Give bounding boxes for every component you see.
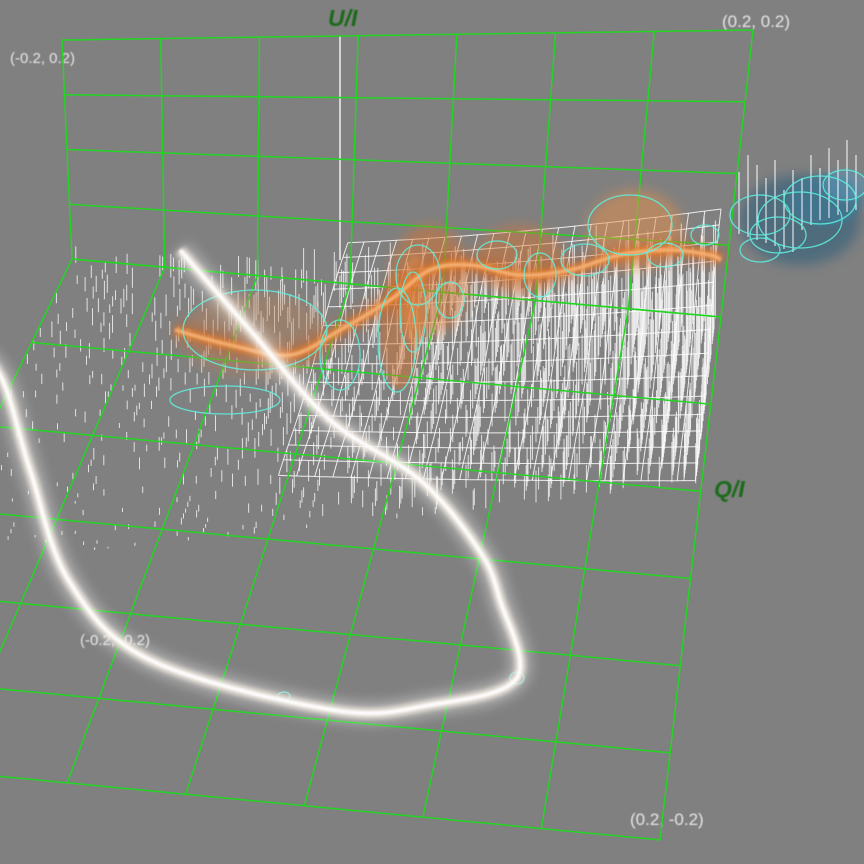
- svg-text:Q/I: Q/I: [714, 476, 745, 502]
- svg-text:(0.2, -0.2): (0.2, -0.2): [630, 810, 704, 829]
- svg-text:U/I: U/I: [328, 5, 358, 31]
- svg-text:(0.2, 0.2): (0.2, 0.2): [722, 12, 790, 31]
- svg-text:(-0.2, 0.2): (-0.2, 0.2): [10, 50, 75, 67]
